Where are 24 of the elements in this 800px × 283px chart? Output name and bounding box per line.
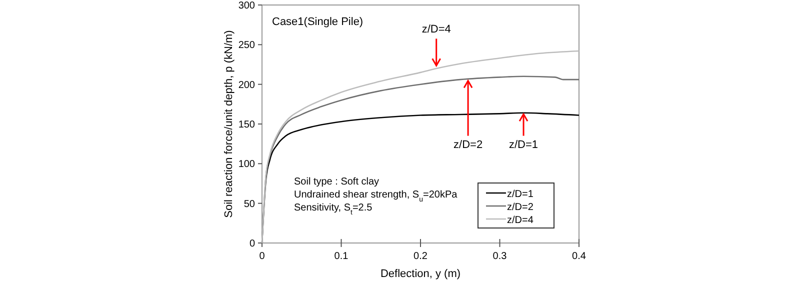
x-tick-label: 0.2 — [414, 251, 428, 262]
annotation: Case1(Single Pile) — [272, 16, 364, 28]
annotation: z/D=2 — [454, 138, 483, 151]
x-tick-label: 0.3 — [492, 251, 508, 262]
y-tick-label: 200 — [238, 80, 256, 91]
legend-label: z/D=4 — [507, 215, 534, 226]
y-tick-label: 250 — [238, 40, 256, 52]
y-tick-label: 50 — [244, 198, 256, 210]
legend-label: z/D=1 — [507, 189, 534, 200]
annotation: Sensitivity, S$_{t}$=2.5 — [294, 202, 373, 216]
x-axis-title: Deflection, y (m) — [380, 268, 461, 280]
x-tick-label: 0.4 — [572, 251, 586, 262]
annotation: z/D=4 — [422, 24, 451, 36]
y-tick-label: 100 — [238, 159, 256, 170]
y-tick-label: 300 — [238, 0, 256, 12]
y-axis-title: Soil reaction force/unit depth, p (kN/m) — [223, 30, 235, 218]
annotation: Soil type : Soft clay — [294, 176, 380, 188]
annotation: Undrained shear strength, S$_{u}$=20kPa — [294, 190, 458, 204]
y-tick-label: 0 — [249, 238, 256, 250]
annotation: z/D=1 — [509, 138, 538, 151]
y-tick-label: 150 — [238, 120, 256, 130]
legend-label: z/D=2 — [507, 202, 534, 213]
x-tick-label: 0.1 — [334, 251, 349, 262]
x-tick-label: 0 — [259, 251, 266, 262]
